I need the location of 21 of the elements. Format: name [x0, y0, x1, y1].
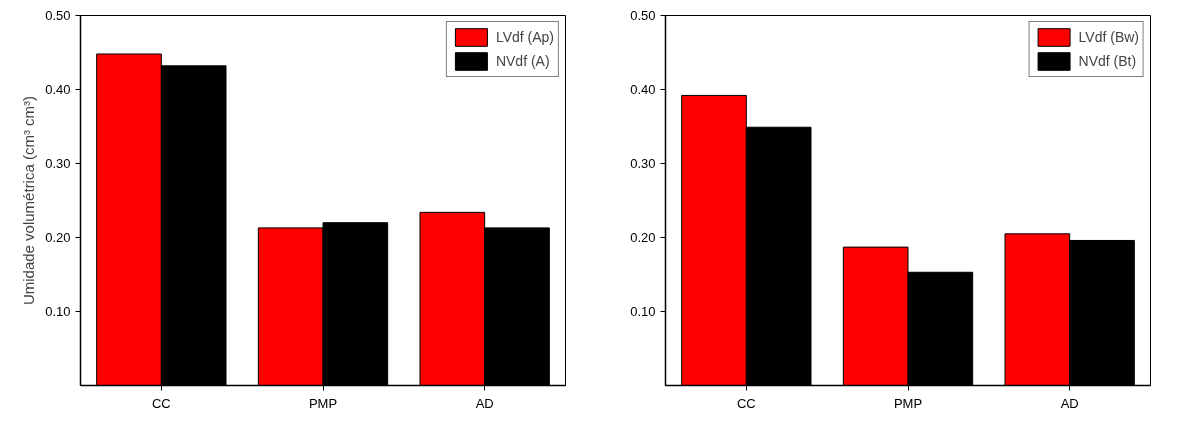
legend-label: LVdf (Ap) — [495, 29, 554, 45]
y-tick-label: 0.50 — [45, 8, 71, 23]
y-axis-title: Umidade volumétrica (cm³ cm³) — [20, 95, 38, 306]
legend-label: NVdf (Bt) — [1078, 53, 1137, 69]
y-tick-label: 0.10 — [45, 304, 71, 319]
x-tick-label: AD — [475, 395, 494, 411]
y-tick-label: 0.30 — [45, 156, 71, 171]
y-tick-label: 0.40 — [630, 82, 656, 97]
y-tick-label: 0.10 — [630, 304, 656, 319]
x-tick-label: CC — [151, 395, 171, 411]
x-tick-label: CC — [736, 395, 756, 411]
y-tick-label: 0.20 — [45, 230, 71, 245]
y-tick-label: 0.30 — [630, 156, 656, 171]
x-tick-label: AD — [1060, 395, 1079, 411]
legend-label: NVdf (A) — [495, 53, 550, 69]
y-tick-label: 0.40 — [45, 82, 71, 97]
x-tick-label: PMP — [893, 395, 923, 411]
y-tick-label: 0.20 — [630, 230, 656, 245]
x-tick-label: PMP — [308, 395, 338, 411]
y-tick-label: 0.50 — [630, 8, 656, 23]
legend-label: LVdf (Bw) — [1078, 29, 1139, 45]
